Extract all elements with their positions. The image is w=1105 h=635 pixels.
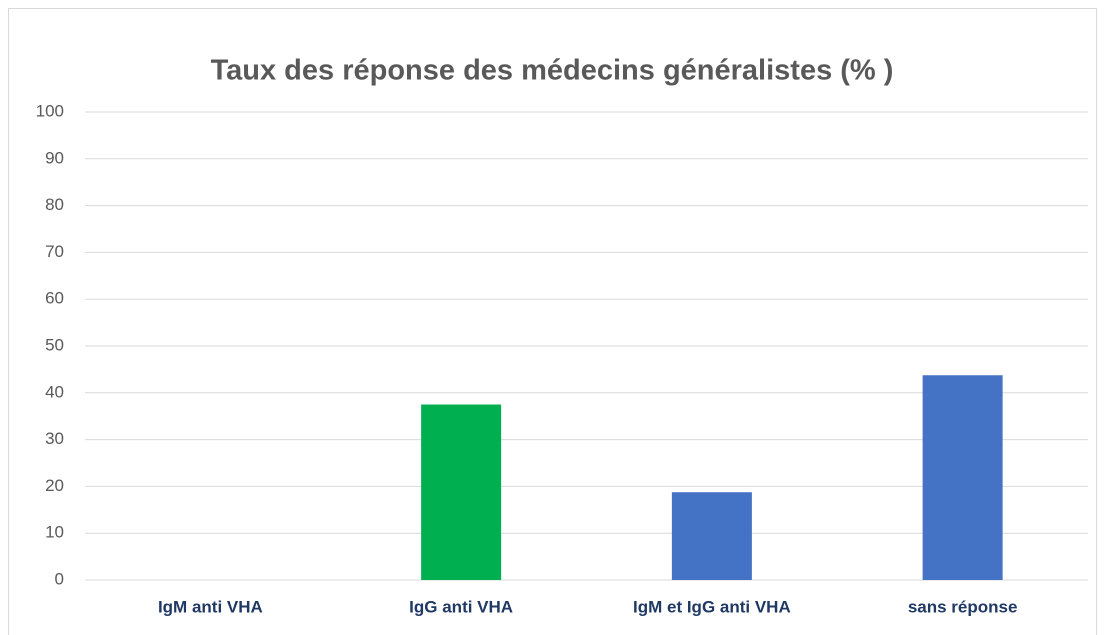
bar bbox=[421, 404, 502, 580]
bar bbox=[671, 492, 752, 580]
x-tick-label: IgG anti VHA bbox=[409, 597, 513, 616]
y-tick-label: 20 bbox=[45, 476, 64, 495]
chart-title: Taux des réponse des médecins généralist… bbox=[211, 55, 894, 87]
y-tick-label: 10 bbox=[45, 523, 64, 542]
y-tick-label: 50 bbox=[45, 335, 64, 354]
y-tick-label: 40 bbox=[45, 382, 64, 401]
y-tick-label: 90 bbox=[45, 148, 64, 167]
bar bbox=[922, 375, 1003, 580]
x-tick-label: sans réponse bbox=[908, 597, 1018, 616]
y-tick-label: 60 bbox=[45, 289, 64, 308]
chart-frame bbox=[8, 8, 1097, 635]
y-tick-label: 100 bbox=[36, 101, 64, 120]
y-tick-label: 70 bbox=[45, 242, 64, 261]
x-tick-label: IgM et IgG anti VHA bbox=[633, 597, 791, 616]
x-tick-label: IgM anti VHA bbox=[158, 597, 263, 616]
y-tick-label: 0 bbox=[55, 569, 64, 588]
y-tick-label: 30 bbox=[45, 429, 64, 448]
y-tick-label: 80 bbox=[45, 195, 64, 214]
